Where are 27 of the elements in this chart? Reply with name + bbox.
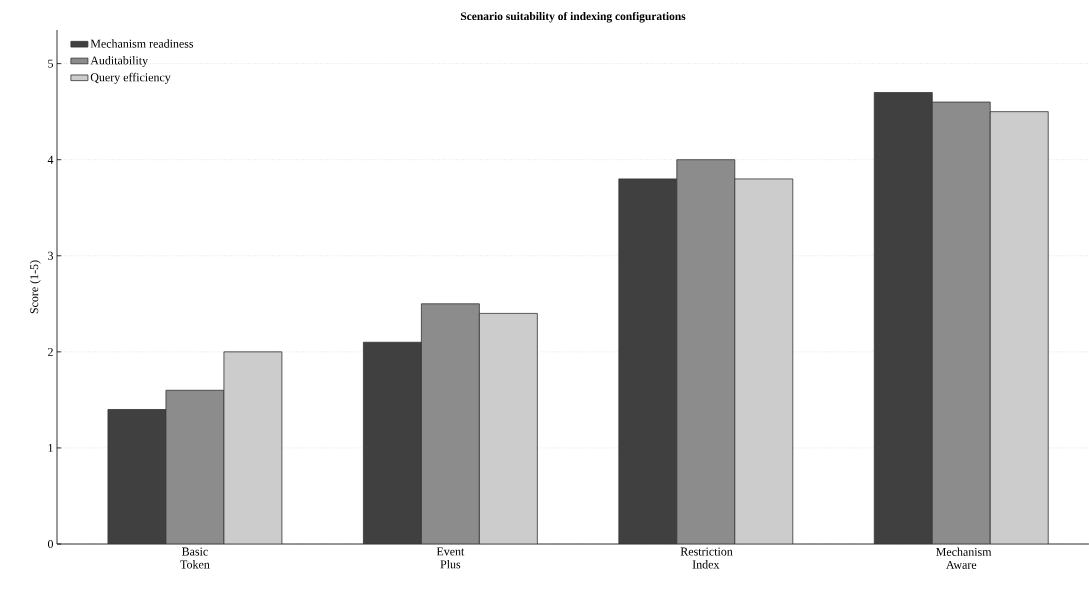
bar (478, 313, 538, 544)
chart-title: Scenario suitability of indexing configurations (460, 11, 686, 23)
x-tick-label: Restriction Index (680, 547, 733, 569)
bar (873, 92, 933, 544)
y-tick-label: 3 (48, 251, 54, 260)
y-tick-label: 1 (48, 443, 53, 452)
y-tick-label: 5 (48, 59, 54, 68)
legend-label: Mechanism readiness (90, 39, 194, 48)
bar (165, 389, 225, 544)
bar (676, 159, 736, 544)
bar (107, 409, 167, 544)
bar (989, 111, 1049, 544)
bar (618, 178, 678, 544)
y-axis-title: Score (1-5) (29, 260, 41, 314)
legend-label: Auditability (90, 56, 149, 67)
bar (931, 101, 991, 544)
bar (734, 178, 794, 544)
bar (223, 351, 283, 544)
bar (420, 303, 480, 544)
x-tick-label: Basic Token (180, 547, 210, 569)
y-tick-label: 0 (47, 539, 54, 549)
x-tick-label: Event Plus (436, 547, 465, 569)
bar (363, 341, 422, 544)
x-tick-label: Mechanism Aware (936, 547, 992, 569)
y-tick-label: 2 (48, 347, 53, 356)
y-tick-label: 4 (47, 155, 54, 164)
legend-label: Query efficiency (90, 72, 171, 84)
